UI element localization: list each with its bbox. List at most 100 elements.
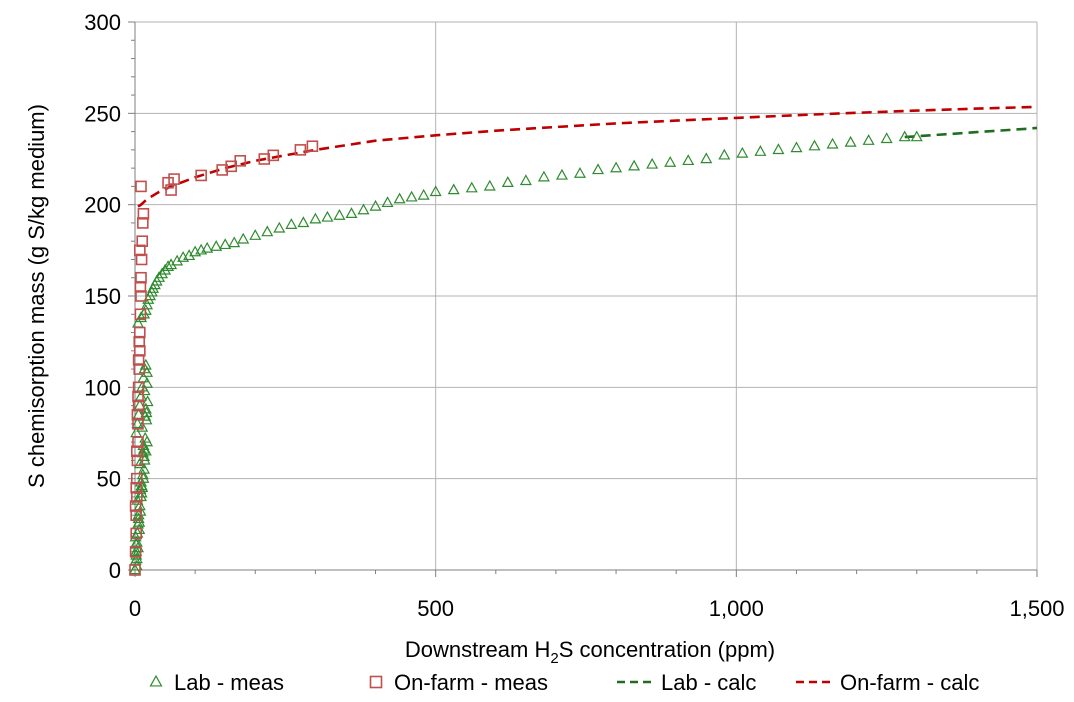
data-point xyxy=(129,500,142,512)
data-point xyxy=(333,208,346,220)
data-point xyxy=(234,155,247,167)
data-point xyxy=(129,564,141,576)
legend-label: Lab - calc xyxy=(661,670,756,695)
data-point xyxy=(131,472,143,485)
data-point xyxy=(135,180,147,193)
data-point xyxy=(131,491,143,503)
data-point xyxy=(501,176,514,187)
y-tick-label: 100 xyxy=(84,375,121,400)
data-point xyxy=(130,481,143,494)
data-point xyxy=(134,344,146,357)
data-point xyxy=(130,537,143,549)
data-point xyxy=(646,157,659,169)
data-point xyxy=(135,271,147,284)
data-point xyxy=(210,240,223,251)
data-point xyxy=(258,153,271,165)
data-point xyxy=(555,168,568,180)
data-point xyxy=(132,354,145,366)
data-point xyxy=(228,236,241,248)
data-point xyxy=(135,253,148,266)
data-point xyxy=(844,135,857,147)
series-on-farm-meas xyxy=(129,140,319,576)
data-point xyxy=(136,420,149,432)
data-point xyxy=(162,260,175,271)
data-point xyxy=(153,271,166,282)
legend-item: On-farm - calc xyxy=(796,670,979,695)
data-point xyxy=(519,174,532,186)
legend-label: On-farm - meas xyxy=(394,670,548,695)
data-point xyxy=(898,130,911,142)
y-tick-label: 200 xyxy=(84,193,121,218)
data-point xyxy=(130,552,143,564)
x-tick-label: 500 xyxy=(417,596,454,621)
data-point xyxy=(321,210,334,222)
data-point xyxy=(216,164,228,176)
data-point xyxy=(140,413,153,425)
data-point xyxy=(195,169,207,182)
data-point xyxy=(369,199,382,211)
data-point xyxy=(826,137,839,149)
gridlines xyxy=(135,21,1038,570)
data-point xyxy=(134,308,147,321)
data-point xyxy=(168,173,180,185)
data-point xyxy=(219,238,232,250)
data-point xyxy=(267,149,280,162)
series-on-farm-calc xyxy=(137,105,1038,208)
data-point xyxy=(718,148,731,160)
series-lab-calc xyxy=(904,126,1038,139)
data-point xyxy=(134,326,146,339)
data-point xyxy=(162,176,174,189)
legend-item: Lab - meas xyxy=(149,670,284,695)
data-point xyxy=(165,258,178,270)
data-point xyxy=(237,232,250,244)
legend-item: Lab - calc xyxy=(617,670,756,695)
data-point xyxy=(393,192,406,204)
data-point xyxy=(273,221,286,233)
data-point xyxy=(131,493,144,505)
data-point xyxy=(138,462,151,474)
data-point xyxy=(573,166,587,178)
data-point xyxy=(132,390,144,403)
data-point xyxy=(483,179,496,191)
data-point xyxy=(136,235,149,247)
series-lab-meas xyxy=(128,130,923,575)
y-tick-label: 300 xyxy=(84,10,121,35)
data-point xyxy=(880,132,893,144)
x-axis-title-suffix: S concentration (ppm) xyxy=(559,637,775,662)
y-axis-title: S chemisorption mass (g S/kg medium) xyxy=(24,104,49,488)
data-point xyxy=(134,281,147,293)
data-point xyxy=(130,548,143,560)
data-point xyxy=(141,298,154,310)
data-point xyxy=(133,515,146,527)
x-axis-title: Downstream H2S concentration (ppm) xyxy=(405,637,775,667)
data-point xyxy=(141,395,154,407)
data-point xyxy=(201,241,214,253)
data-point xyxy=(628,159,641,171)
series-layer xyxy=(128,105,1038,576)
data-point xyxy=(145,285,158,297)
data-point xyxy=(134,244,146,257)
legend-label: Lab - meas xyxy=(174,670,284,695)
data-point xyxy=(297,216,310,228)
data-point xyxy=(417,188,430,200)
legend-item: On-farm - meas xyxy=(369,670,548,695)
data-point xyxy=(610,161,623,173)
data-point xyxy=(862,134,875,145)
legend-swatch xyxy=(369,675,383,689)
x-tick-label: 1,500 xyxy=(1009,596,1064,621)
data-point xyxy=(141,377,154,388)
x-axis-title-prefix: Downstream H xyxy=(405,637,550,662)
data-point xyxy=(592,163,605,175)
data-point xyxy=(131,454,144,467)
data-point xyxy=(772,143,785,155)
data-point xyxy=(736,146,749,158)
x-axis-title-subscript: 2 xyxy=(550,650,558,667)
data-point xyxy=(429,185,442,197)
series-line xyxy=(137,105,1038,208)
data-point xyxy=(129,545,142,558)
data-point xyxy=(808,139,821,151)
data-point xyxy=(754,145,767,156)
data-point xyxy=(137,208,150,220)
